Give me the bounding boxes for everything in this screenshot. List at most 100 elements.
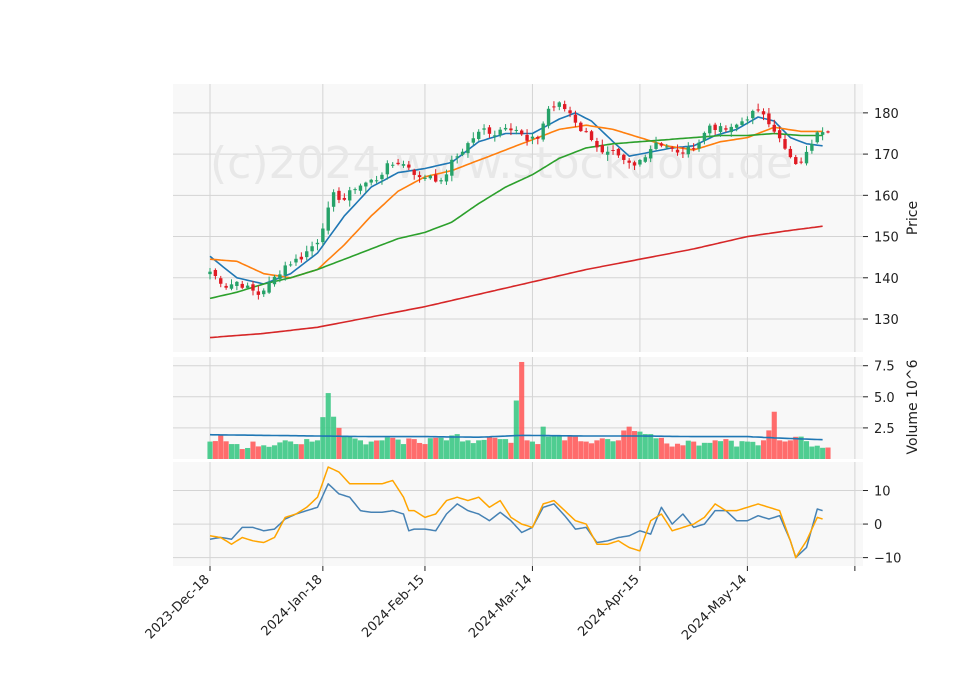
candle-body bbox=[245, 285, 250, 288]
volume-bar bbox=[255, 446, 261, 459]
candle-body bbox=[224, 285, 228, 288]
volume-bar bbox=[513, 400, 519, 459]
candle-body bbox=[305, 251, 309, 258]
volume-bar bbox=[825, 447, 831, 459]
candle-body bbox=[595, 140, 599, 148]
candle-body bbox=[331, 192, 336, 207]
candle-body bbox=[611, 150, 615, 152]
volume-axis-label: Volume 10^6 bbox=[905, 359, 921, 454]
candle-body bbox=[622, 154, 626, 160]
volume-bar bbox=[594, 440, 600, 459]
candle-body bbox=[686, 146, 690, 155]
price-candles bbox=[208, 100, 830, 300]
candle-body bbox=[788, 148, 793, 158]
candle-body bbox=[519, 130, 524, 135]
volume-bar bbox=[626, 426, 632, 459]
candle-body bbox=[579, 122, 583, 132]
candle-body bbox=[584, 131, 588, 133]
volume-bar bbox=[363, 444, 369, 459]
volume-bar bbox=[266, 446, 272, 459]
volume-bar bbox=[760, 440, 767, 459]
candle-body bbox=[509, 128, 513, 131]
volume-bar bbox=[777, 440, 783, 459]
candle-body bbox=[235, 281, 239, 287]
candle-body bbox=[632, 162, 637, 166]
volume-bar bbox=[723, 439, 729, 459]
volume-bar bbox=[492, 437, 498, 459]
candle-body bbox=[713, 124, 717, 131]
volume-bars bbox=[207, 361, 831, 459]
series-line bbox=[209, 225, 823, 339]
candle-body bbox=[718, 126, 723, 132]
candle-body bbox=[251, 284, 255, 291]
volume-bar bbox=[653, 438, 659, 459]
x-tick-label: 2024-Apr-15 bbox=[575, 572, 642, 639]
candle-body bbox=[600, 145, 604, 153]
volume-bar bbox=[331, 416, 337, 459]
volume-bar bbox=[707, 442, 713, 459]
candle-body bbox=[751, 110, 755, 119]
candle-body bbox=[315, 242, 320, 245]
volume-bar bbox=[422, 444, 428, 459]
volume-bar bbox=[433, 437, 439, 459]
volume-bar bbox=[535, 444, 541, 459]
candle-body bbox=[348, 190, 352, 201]
volume-bar bbox=[755, 445, 761, 459]
candle-body bbox=[423, 177, 427, 179]
volume-bar bbox=[293, 444, 299, 459]
candle-body bbox=[546, 108, 551, 126]
candle-body bbox=[756, 109, 760, 111]
candle-body bbox=[369, 179, 373, 183]
volume-bar bbox=[460, 441, 466, 459]
volume-average bbox=[209, 433, 823, 441]
y-tick-label: 170 bbox=[874, 148, 899, 163]
volume-bar bbox=[352, 438, 358, 459]
candle-body bbox=[638, 159, 642, 165]
candle-body bbox=[562, 104, 567, 110]
volume-bar bbox=[642, 434, 648, 459]
volume-bar bbox=[443, 440, 450, 459]
candle-body bbox=[627, 160, 631, 163]
candle-body bbox=[434, 174, 438, 182]
price-panel-bg bbox=[173, 84, 863, 352]
y-tick-label: 130 bbox=[874, 313, 899, 328]
candle-body bbox=[476, 131, 481, 139]
candle-body bbox=[659, 143, 664, 146]
volume-bar bbox=[503, 439, 509, 459]
volume-bar bbox=[400, 444, 407, 459]
candle-body bbox=[374, 180, 379, 182]
volume-bar bbox=[562, 440, 568, 459]
candle-body bbox=[417, 175, 422, 178]
volume-bar bbox=[685, 440, 691, 459]
candle-body bbox=[229, 284, 234, 289]
candle-body bbox=[240, 283, 244, 288]
candle-body bbox=[541, 123, 545, 140]
volume-bar bbox=[712, 440, 718, 459]
x-tick-label: 2024-Mar-14 bbox=[466, 572, 535, 641]
y-tick-label: −10 bbox=[874, 552, 901, 567]
candle-body bbox=[820, 132, 825, 135]
candle-body bbox=[262, 290, 266, 295]
volume-bar bbox=[787, 440, 793, 459]
candle-body bbox=[278, 274, 282, 280]
candle-body bbox=[740, 121, 744, 125]
volume-bar bbox=[406, 438, 412, 459]
volume-bar bbox=[529, 441, 535, 459]
candle-body bbox=[283, 265, 287, 276]
volume-bar bbox=[218, 435, 224, 459]
candle-body bbox=[471, 138, 476, 143]
candle-body bbox=[487, 127, 492, 134]
candle-body bbox=[605, 151, 610, 155]
volume-bar bbox=[637, 431, 643, 459]
volume-bar bbox=[717, 441, 724, 459]
candle-body bbox=[380, 174, 384, 180]
series-line bbox=[209, 433, 823, 441]
candle-body bbox=[439, 180, 443, 182]
candle-body bbox=[691, 148, 696, 150]
volume-bar bbox=[524, 440, 530, 459]
volume-bar bbox=[674, 443, 681, 459]
volume-bar bbox=[320, 417, 326, 459]
volume-bar bbox=[207, 441, 213, 459]
volume-bar bbox=[470, 443, 476, 459]
volume-bar bbox=[282, 440, 288, 459]
